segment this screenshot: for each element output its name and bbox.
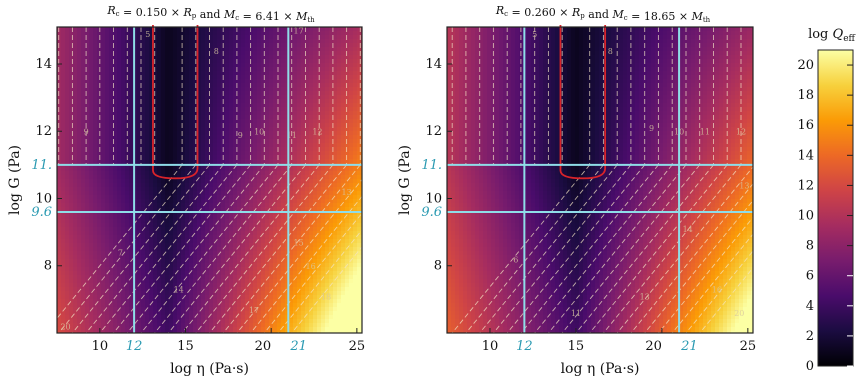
contour-lines: [57, 27, 362, 333]
x-tick-label: 15: [177, 339, 194, 354]
contour-label: 5: [532, 30, 537, 39]
colorbar-tick-label: 10: [797, 209, 814, 224]
x-tick-label: 10: [92, 339, 109, 354]
contour-label: 12: [312, 128, 322, 137]
contour-label: 20: [60, 323, 70, 332]
x-highlight-label: 21: [680, 339, 698, 354]
y-axis-label: log G (Pa): [397, 145, 413, 215]
colorbar-tick-label: 20: [797, 58, 814, 73]
x-tick-label: 10: [482, 339, 499, 354]
contour-label: 15: [294, 239, 304, 248]
colorbar-title: log Qeff: [808, 27, 855, 44]
panel-left: Rc = 0.150 × Rp and Mc = 6.41 × Mth 9589…: [7, 4, 366, 377]
contour-label: 13: [640, 292, 650, 301]
x-highlight-label: 12: [516, 339, 533, 354]
heatmap-cells: [57, 27, 362, 333]
y-tick-label: 10: [425, 191, 442, 206]
contour-label: 14: [174, 286, 184, 295]
y-tick-label: 12: [425, 124, 442, 139]
contour-label: 14: [683, 225, 693, 234]
colorbar-gradient: [817, 49, 854, 367]
minimum-contour: [152, 25, 199, 180]
y-tick-label: 14: [35, 57, 52, 72]
panel-right-axes: 10 15 20 25 12 21 8 10 12 14 9.6 11. log η (Pa·s) log…: [397, 26, 757, 377]
y-tick-label: 8: [434, 259, 442, 274]
contour-label: 16: [306, 262, 316, 271]
contour-label: 12: [736, 128, 746, 137]
colorbar-tick-label: 16: [797, 118, 814, 133]
y-tick-label: 10: [35, 191, 52, 206]
colorbar-tick-label: 0: [806, 359, 814, 374]
contour-label: 13: [341, 188, 351, 197]
contour-label: 11: [287, 131, 297, 140]
contour-label: 5: [145, 30, 150, 39]
x-tick-label: 20: [255, 339, 272, 354]
y-highlight-label: 9.6: [421, 205, 442, 220]
y-highlight-label: 9.6: [31, 205, 52, 220]
contour-label: 16: [712, 286, 722, 295]
x-highlight-label: 21: [289, 339, 307, 354]
heatmap-cells: [447, 27, 753, 333]
contour-label: 20: [734, 309, 744, 318]
contour-label: 9: [649, 124, 654, 133]
colorbar-tick-label: 12: [797, 178, 814, 193]
contour-label: 9: [238, 131, 243, 140]
panel-right-title: Rc = 0.260 × Rp and Mc = 18.65 × Mth: [495, 4, 711, 24]
x-tick-label: 25: [740, 339, 757, 354]
panel-left-axes: 10 15 20 25 12 21 8 10 12 14 9.6 11. log η (Pa·s) log…: [7, 26, 366, 377]
contour-label: 6: [513, 255, 518, 264]
contour-label: 9: [84, 128, 89, 137]
contour-label: 8: [608, 47, 613, 56]
colorbar-tick-label: 2: [806, 329, 814, 344]
y-tick-label: 14: [425, 57, 442, 72]
panel-title: Rc = 0.150 × Rp and Mc = 6.41 × Mth: [106, 4, 315, 24]
y-axis-label: log G (Pa): [7, 145, 23, 215]
colorbar-tick-label: 4: [806, 299, 814, 314]
x-tick-label: 15: [568, 339, 585, 354]
colorbar: 0 2 4 6 8 10 12 14 16 18 20 log Qeff: [797, 27, 855, 374]
contour-lines: [451, 27, 753, 333]
contour-label: 8: [214, 47, 219, 56]
y-tick-label: 12: [35, 124, 52, 139]
contour-label: 17: [249, 306, 259, 315]
x-tick-label: 25: [349, 339, 366, 354]
minimum-contour: [559, 25, 607, 180]
panel-left-title: Rc = 0.150 × Rp and Mc = 6.41 × Mth: [106, 4, 315, 24]
plot-frame: [446, 26, 754, 334]
y-highlight-label: 11.: [31, 158, 52, 173]
x-tick-label: 20: [645, 339, 662, 354]
y-highlight-label: 11.: [421, 158, 442, 173]
plot-frame: [56, 26, 363, 334]
panel-left-plot-area: 9 5 8 9 10 11 12 17 13 7 14 15 16 17 18 20: [57, 25, 362, 333]
contour-label: 7: [118, 249, 123, 258]
x-highlight-label: 12: [126, 339, 143, 354]
colorbar-tick-label: 14: [797, 148, 814, 163]
x-axis-label: log η (Pa·s): [561, 361, 640, 377]
contour-label: 13: [739, 181, 749, 190]
panel-right-plot-area: 5891011121361413162011: [447, 25, 753, 333]
panel-title: Rc = 0.260 × Rp and Mc = 18.65 × Mth: [495, 4, 711, 24]
contour-label: 11: [700, 128, 710, 137]
contour-label: 10: [254, 128, 264, 137]
contour-label: 18: [321, 292, 331, 301]
colorbar-tick-label: 6: [806, 269, 814, 284]
x-axis-label: log η (Pa·s): [170, 361, 249, 377]
panel-right: Rc = 0.260 × Rp and Mc = 18.65 × Mth 5 8 9…: [397, 4, 757, 377]
colorbar-tick-label: 18: [797, 88, 814, 103]
y-tick-label: 8: [44, 259, 52, 274]
contour-label: 17: [294, 27, 304, 36]
contour-label: 11: [571, 309, 581, 318]
colorbar-tick-label: 8: [806, 239, 814, 254]
